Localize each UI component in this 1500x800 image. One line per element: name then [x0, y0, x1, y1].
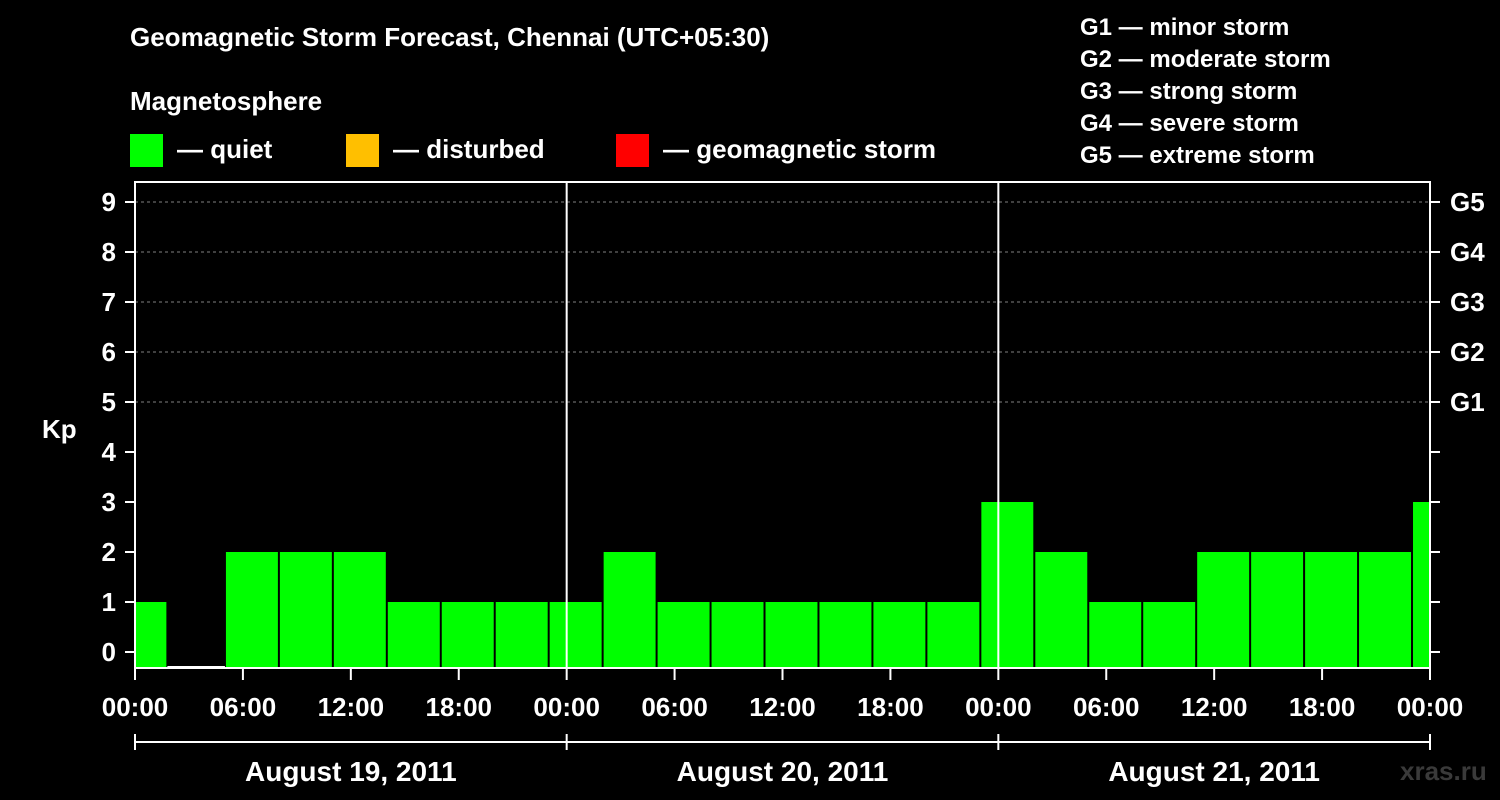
kp-bar	[549, 602, 602, 668]
kp-bar	[603, 552, 656, 668]
y-tick-label: 7	[102, 287, 116, 317]
day-label: August 20, 2011	[677, 756, 889, 787]
y-tick-label: 3	[102, 487, 116, 517]
kp-bar	[1197, 552, 1250, 668]
kp-bar	[333, 552, 386, 668]
y-tick-label: 5	[102, 387, 116, 417]
legend-disturbed-label: — disturbed	[393, 134, 545, 164]
kp-bar	[1089, 602, 1142, 668]
x-tick-label: 18:00	[426, 692, 493, 722]
legend-storm-label: — geomagnetic storm	[663, 134, 937, 164]
kp-bar	[927, 602, 980, 668]
g-scale-label: G3	[1450, 287, 1485, 317]
x-tick-label: 00:00	[1397, 692, 1464, 722]
kp-bar	[136, 602, 167, 668]
storm-scale-g1: G1 — minor storm	[1080, 14, 1290, 41]
x-tick-label: 12:00	[318, 692, 385, 722]
magnetosphere-label: Magnetosphere	[130, 86, 323, 116]
kp-bar	[981, 502, 1034, 668]
x-tick-label: 00:00	[533, 692, 600, 722]
storm-scale-g2: G2 — moderate storm	[1080, 46, 1331, 73]
x-tick-label: 06:00	[210, 692, 277, 722]
watermark: xras.ru	[1400, 756, 1487, 786]
day-label: August 21, 2011	[1108, 756, 1320, 787]
storm-scale-g4: G4 — severe storm	[1080, 110, 1299, 137]
y-axis-label: Kp	[42, 414, 77, 444]
legend-disturbed-swatch	[346, 134, 379, 167]
kp-bar	[1143, 602, 1196, 668]
y-tick-label: 4	[102, 437, 117, 467]
y-tick-label: 0	[102, 637, 116, 667]
y-tick-label: 6	[102, 337, 116, 367]
x-tick-label: 00:00	[102, 692, 169, 722]
storm-scale-g3: G3 — strong storm	[1080, 78, 1298, 105]
y-tick-label: 2	[102, 537, 116, 567]
kp-bar	[1359, 552, 1412, 668]
chart-title: Geomagnetic Storm Forecast, Chennai (UTC…	[130, 22, 770, 52]
x-tick-label: 06:00	[1073, 692, 1140, 722]
x-tick-label: 18:00	[1289, 692, 1356, 722]
kp-bar	[279, 552, 332, 668]
x-tick-label: 12:00	[749, 692, 816, 722]
x-tick-label: 00:00	[965, 692, 1032, 722]
g-scale-label: G1	[1450, 387, 1485, 417]
kp-bar	[873, 602, 926, 668]
x-tick-label: 18:00	[857, 692, 924, 722]
kp-bar	[441, 602, 494, 668]
kp-bar	[225, 552, 278, 668]
y-tick-label: 1	[102, 587, 116, 617]
x-tick-label: 06:00	[641, 692, 708, 722]
legend-quiet-swatch	[130, 134, 163, 167]
kp-bar	[387, 602, 440, 668]
storm-scale-g5: G5 — extreme storm	[1080, 142, 1315, 169]
g-scale-label: G2	[1450, 337, 1485, 367]
kp-bar	[819, 602, 872, 668]
kp-bar	[1413, 502, 1429, 668]
y-tick-label: 8	[102, 237, 116, 267]
legend-quiet-label: — quiet	[177, 134, 273, 164]
x-tick-label: 12:00	[1181, 692, 1248, 722]
kp-bar	[1251, 552, 1304, 668]
y-tick-label: 9	[102, 187, 116, 217]
day-label: August 19, 2011	[245, 756, 457, 787]
g-scale-label: G5	[1450, 187, 1485, 217]
legend-storm-swatch	[616, 134, 649, 167]
kp-bar	[711, 602, 764, 668]
kp-bar	[657, 602, 710, 668]
kp-bar	[1305, 552, 1358, 668]
kp-bar	[765, 602, 818, 668]
kp-bar	[495, 602, 548, 668]
kp-bar	[1035, 552, 1088, 668]
g-scale-label: G4	[1450, 237, 1485, 267]
